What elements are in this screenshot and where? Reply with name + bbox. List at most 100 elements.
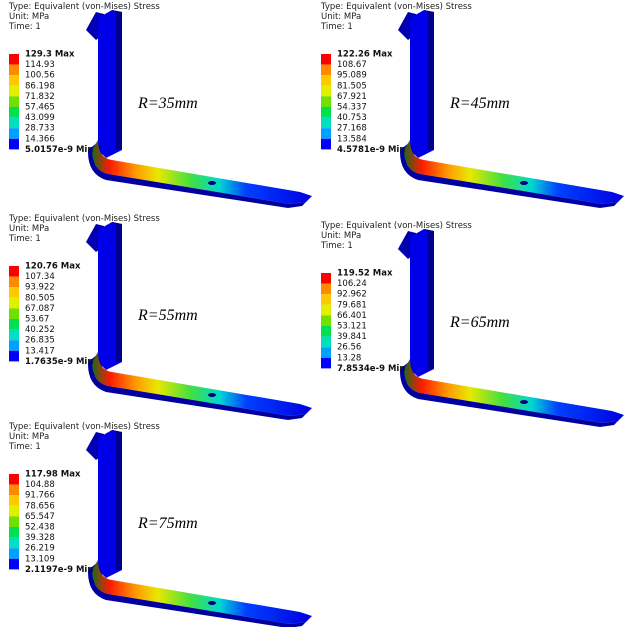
legend-label: 65.547 [25, 512, 55, 522]
legend-band [321, 347, 331, 358]
legend-band [9, 516, 19, 527]
legend-label: 71.832 [25, 92, 55, 102]
legend-label: 13.584 [337, 134, 367, 144]
legend-band [321, 117, 331, 129]
legend-label: 120.76 Max [25, 262, 81, 272]
result-time: Time: 1 [8, 442, 41, 452]
result-panel: Type: Equivalent (von-Mises) StressUnit:… [8, 2, 312, 208]
result-panel: Type: Equivalent (von-Mises) StressUnit:… [320, 2, 624, 208]
result-type: Type: Equivalent (von-Mises) Stress [8, 2, 160, 12]
legend-label: 129.3 Max [25, 50, 75, 60]
legend-label: 53.121 [337, 322, 367, 332]
legend-label: 91.766 [25, 491, 55, 501]
result-time: Time: 1 [8, 22, 41, 32]
radius-label: R=55mm [137, 307, 198, 324]
fork-model [398, 229, 624, 427]
legend-label: 1.7635e-9 Min [25, 357, 93, 367]
legend-label: 39.841 [337, 332, 367, 342]
legend-label: 52.438 [25, 523, 55, 533]
result-time: Time: 1 [320, 241, 353, 251]
result-panel: Type: Equivalent (von-Mises) StressUnit:… [8, 422, 312, 627]
legend-band [321, 336, 331, 348]
legend-band [9, 329, 19, 341]
result-unit: Unit: MPa [9, 224, 49, 234]
legend-label: 117.98 Max [25, 470, 81, 480]
legend-band [321, 283, 331, 295]
legend-band [321, 54, 331, 65]
legend-band [321, 107, 331, 118]
legend-label: 80.505 [25, 293, 55, 303]
legend-label: 107.34 [25, 272, 55, 282]
legend-label: 86.198 [25, 81, 55, 91]
legend-label: 43.099 [25, 113, 55, 123]
legend-label: 5.0157e-9 Min [25, 145, 93, 155]
legend-label: 67.921 [337, 92, 367, 102]
legend-band [321, 304, 331, 316]
legend-band [9, 495, 19, 506]
legend-label: 54.337 [337, 103, 367, 113]
legend-label: 67.087 [25, 304, 55, 314]
result-unit: Unit: MPa [321, 12, 361, 22]
legend-label: 79.681 [337, 300, 367, 310]
legend-band [9, 64, 19, 76]
legend-label: 114.93 [25, 60, 55, 70]
result-unit: Unit: MPa [321, 231, 361, 241]
legend-band [9, 297, 19, 309]
fork-model [86, 430, 312, 627]
result-type: Type: Equivalent (von-Mises) Stress [8, 422, 160, 432]
legend-label: 2.1197e-9 Min [25, 565, 93, 575]
legend-label: 66.401 [337, 311, 367, 321]
legend-label: 26.835 [25, 336, 55, 346]
legend-band [9, 75, 19, 86]
legend-band [9, 276, 19, 288]
radius-label: R=45mm [449, 95, 510, 112]
radius-label: R=65mm [449, 314, 510, 331]
legend-band [9, 117, 19, 129]
legend-band [321, 273, 331, 284]
fork-model [86, 10, 312, 208]
legend-band [321, 85, 331, 97]
legend-label: 40.252 [25, 325, 55, 335]
legend-band [321, 315, 331, 326]
radius-label: R=75mm [137, 515, 198, 532]
result-type: Type: Equivalent (von-Mises) Stress [320, 2, 472, 12]
result-panel: Type: Equivalent (von-Mises) StressUnit:… [8, 214, 312, 420]
result-time: Time: 1 [320, 22, 353, 32]
fork-model [86, 222, 312, 420]
legend-band [321, 96, 331, 107]
legend-band [9, 527, 19, 538]
legend-label: 81.505 [337, 81, 367, 91]
legend-label: 28.733 [25, 124, 55, 134]
legend-band [9, 287, 19, 298]
legend-label: 53.67 [25, 315, 49, 325]
legend-label: 57.465 [25, 103, 55, 113]
legend-label: 13.28 [337, 353, 361, 363]
legend-label: 13.417 [25, 346, 55, 356]
legend-label: 27.168 [337, 124, 367, 134]
legend-label: 26.56 [337, 343, 361, 353]
legend-band [321, 294, 331, 305]
legend-label: 78.656 [25, 501, 55, 511]
legend-band [9, 128, 19, 139]
legend-label: 122.26 Max [337, 50, 393, 60]
legend-band [321, 64, 331, 76]
legend-band [9, 474, 19, 485]
legend-band [9, 54, 19, 65]
legend-band [9, 548, 19, 559]
legend-label: 93.922 [25, 283, 55, 293]
legend-label: 7.8534e-9 Min [337, 364, 405, 374]
legend-band [9, 558, 19, 570]
legend-label: 104.88 [25, 480, 55, 490]
legend-band [9, 319, 19, 330]
legend-band [9, 537, 19, 549]
legend-label: 106.24 [337, 279, 367, 289]
legend-label: 100.56 [25, 71, 55, 81]
result-unit: Unit: MPa [9, 12, 49, 22]
result-type: Type: Equivalent (von-Mises) Stress [320, 221, 472, 231]
legend-label: 95.089 [337, 71, 367, 81]
legend-label: 92.962 [337, 290, 367, 300]
legend-label: 14.366 [25, 134, 55, 144]
legend-band [9, 308, 19, 319]
legend-label: 119.52 Max [337, 269, 393, 279]
